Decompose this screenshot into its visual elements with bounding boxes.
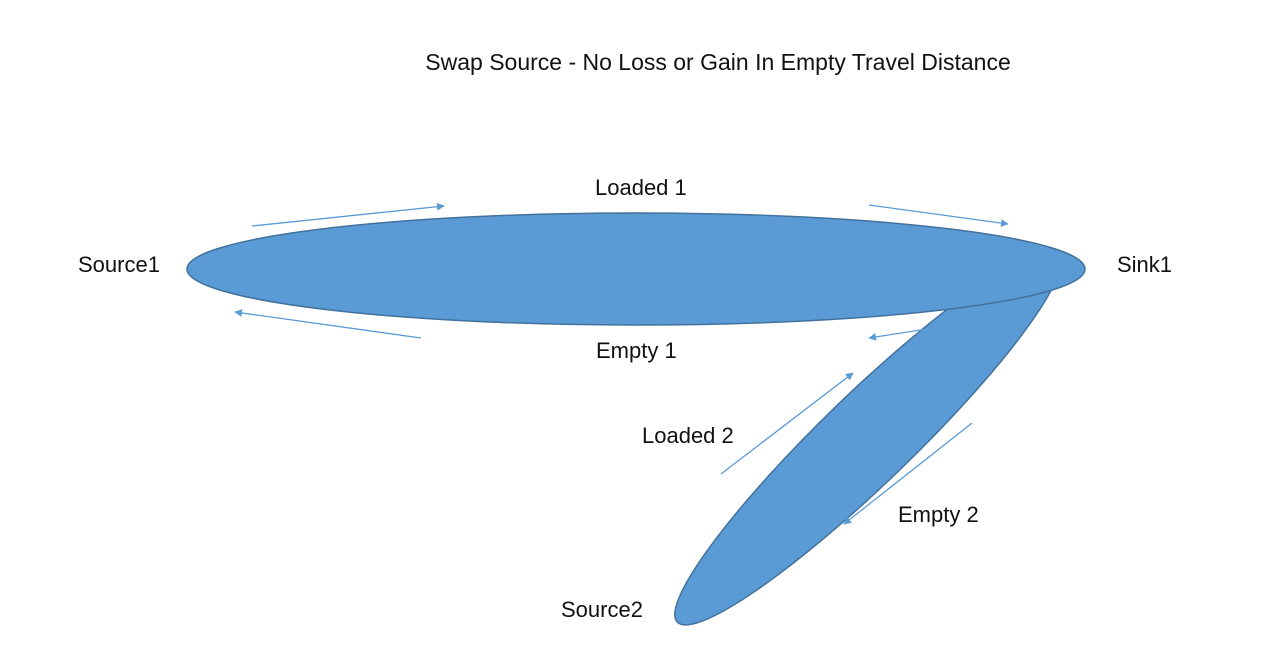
sink1-label: Sink1 <box>1117 252 1172 277</box>
empty-1-label: Empty 1 <box>596 338 677 363</box>
empty-2-arrow <box>843 422 973 525</box>
source1-label: Source1 <box>78 252 160 277</box>
diagram-title: Swap Source - No Loss or Gain In Empty T… <box>425 49 1010 75</box>
loaded-2-arrow <box>720 372 854 475</box>
loaded-2-label: Loaded 2 <box>642 423 734 448</box>
empty-1-arrow-depart <box>868 326 941 341</box>
loaded-1-arrow-in <box>868 204 1009 227</box>
loaded-1-arrow-out <box>251 202 445 227</box>
empty-1-arrow-return <box>234 309 422 339</box>
loaded-1-label: Loaded 1 <box>595 175 687 200</box>
source2-label: Source2 <box>561 597 643 622</box>
route-1-loop <box>186 212 1086 326</box>
empty-2-label: Empty 2 <box>898 502 979 527</box>
